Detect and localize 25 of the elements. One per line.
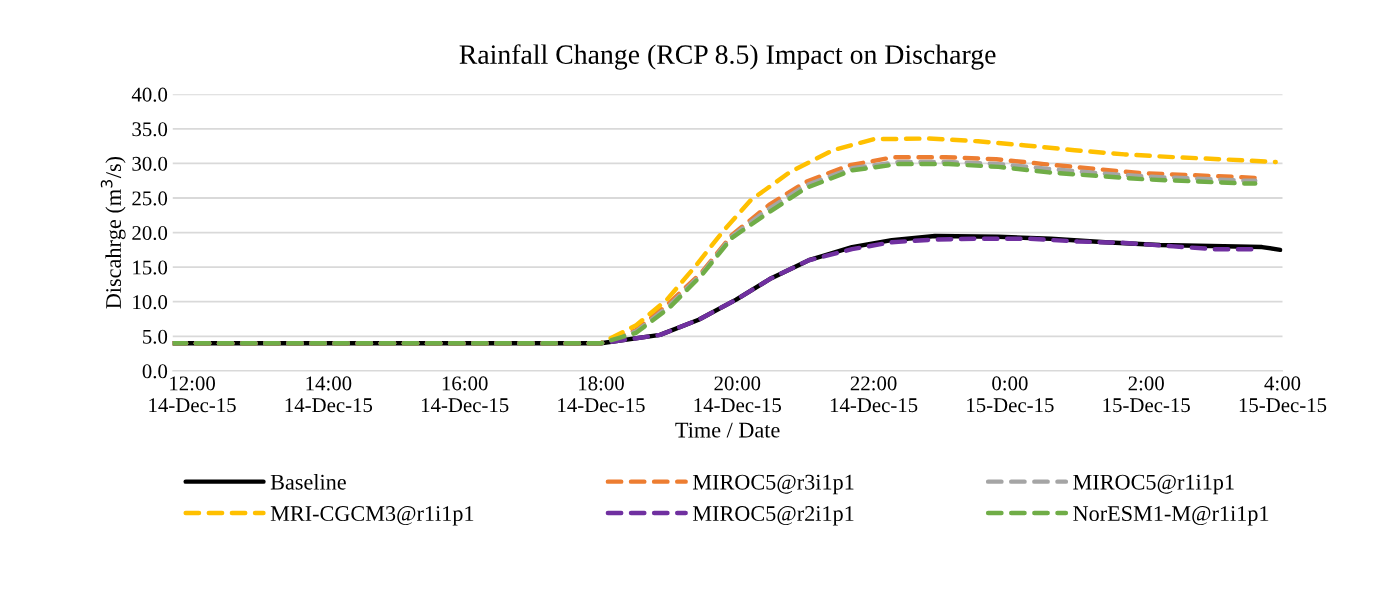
legend-label: MIROC5@r3i1p1 (692, 474, 854, 495)
y-tick-label: 30.0 (132, 156, 168, 171)
legend-label: MRI-CGCM3@r1i1p1 (270, 506, 474, 526)
x-tick-label: 20:00 14-Dec-15 (694, 376, 781, 413)
x-tick-label: 18:00 14-Dec-15 (558, 376, 645, 413)
y-axis-title: Discahrge (m$^{3}$/s) (100, 156, 126, 309)
y-tick-label: 35.0 (132, 122, 168, 137)
x-tick-label: 22:00 14-Dec-15 (830, 376, 918, 413)
legend-label: NorESM1-M@r1i1p1 (1073, 506, 1269, 526)
x-tick-label: 0:00 15-Dec-15 (967, 376, 1054, 413)
y-tick-label: 5.0 (143, 329, 168, 344)
legend-label: Baseline (270, 474, 346, 490)
legend-label: MIROC5@r1i1p1 (1073, 474, 1234, 495)
y-tick-label: 20.0 (132, 225, 168, 241)
y-tick-label: 15.0 (133, 260, 168, 275)
x-tick-label: 14:00 14-Dec-15 (285, 376, 373, 413)
y-tick-label: 25.0 (132, 191, 168, 206)
chart-title: Rainfall Change (RCP 8.5) Impact on Discharge (459, 44, 996, 70)
legend-label: MIROC5@r2i1p1 (692, 506, 854, 526)
x-tick-label: 4:00 15-Dec-15 (1239, 376, 1327, 413)
x-tick-label: 16:00 14-Dec-15 (421, 376, 509, 413)
x-tick-label: 2:00 15-Dec-15 (1103, 376, 1190, 413)
x-axis-title: Time / Date (675, 422, 780, 438)
y-tick-label: 40.0 (131, 87, 168, 102)
y-tick-label: 10.0 (133, 295, 168, 310)
